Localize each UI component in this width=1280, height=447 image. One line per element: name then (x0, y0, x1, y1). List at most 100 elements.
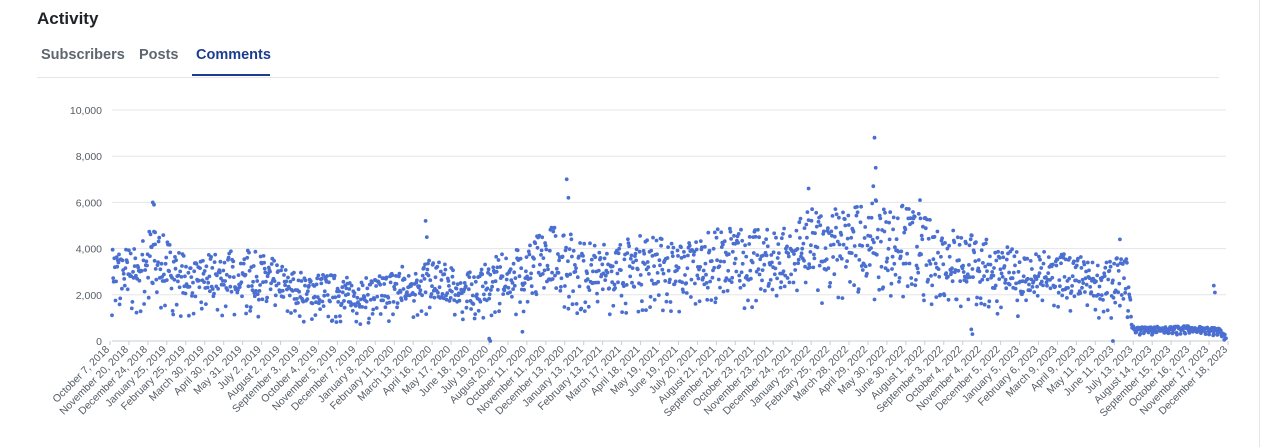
data-point (464, 305, 469, 310)
data-point (785, 244, 789, 249)
data-point (215, 307, 220, 312)
data-point (281, 295, 286, 299)
tab-bar: Subscribers Posts Comments (37, 44, 1219, 78)
data-point (804, 222, 809, 227)
data-point (961, 263, 965, 268)
data-point (640, 299, 644, 304)
data-point (1108, 259, 1112, 264)
data-point (832, 272, 837, 277)
data-point (244, 311, 249, 316)
data-point (1074, 263, 1079, 268)
data-point (1084, 269, 1088, 274)
data-point (744, 274, 749, 278)
data-point (1078, 255, 1083, 259)
data-point (1034, 252, 1038, 257)
data-point (314, 282, 319, 287)
data-point (128, 251, 133, 256)
data-point (915, 266, 920, 271)
data-point (1106, 277, 1111, 282)
data-point (670, 254, 675, 258)
data-point (595, 299, 600, 304)
data-point (315, 295, 320, 299)
data-point (307, 283, 311, 288)
data-point (634, 247, 639, 252)
data-point (732, 233, 736, 238)
data-point (387, 319, 391, 323)
data-point (794, 228, 799, 233)
data-point (746, 298, 750, 303)
data-point (641, 248, 646, 253)
data-point (284, 279, 289, 284)
data-point (806, 186, 811, 191)
data-point (814, 210, 819, 215)
data-point (866, 215, 871, 220)
data-point (1154, 330, 1159, 335)
data-point (405, 290, 409, 295)
data-point (595, 291, 599, 296)
data-point (377, 274, 382, 279)
data-point (552, 225, 557, 230)
data-point (538, 262, 542, 267)
data-point (1119, 257, 1123, 261)
data-point (490, 284, 494, 289)
data-point (719, 230, 724, 235)
data-point (158, 267, 163, 272)
data-point (466, 287, 471, 292)
data-point (1087, 276, 1092, 281)
data-point (736, 232, 741, 236)
data-point (928, 218, 932, 222)
data-point (443, 267, 448, 272)
data-point (1079, 266, 1084, 270)
tab-subscribers[interactable]: Subscribers (41, 47, 125, 63)
data-point (614, 260, 619, 265)
data-point (229, 249, 233, 254)
data-point (442, 272, 447, 277)
data-point (1116, 269, 1121, 273)
data-point (451, 281, 456, 286)
data-point (472, 316, 477, 321)
data-point (733, 256, 738, 261)
data-point (1096, 292, 1101, 297)
tab-comments[interactable]: Comments (196, 47, 271, 63)
data-point (902, 230, 907, 235)
data-point (375, 294, 380, 299)
data-point (650, 254, 655, 258)
data-point (772, 231, 777, 236)
data-point (473, 312, 478, 316)
data-point (156, 260, 161, 265)
data-point (1055, 257, 1060, 262)
data-point (197, 278, 201, 283)
data-point (218, 259, 223, 264)
data-point (561, 233, 566, 238)
data-point (616, 251, 621, 256)
data-point (654, 238, 659, 243)
data-point (995, 311, 1000, 316)
data-point (118, 296, 123, 301)
data-point (148, 232, 153, 237)
data-point (874, 252, 879, 257)
data-point (382, 294, 387, 298)
data-point (932, 234, 937, 239)
data-point (248, 309, 253, 313)
data-point (642, 251, 647, 256)
data-point (384, 275, 389, 280)
data-point (1127, 292, 1132, 297)
data-point (251, 264, 256, 268)
data-point (437, 260, 441, 265)
data-point (573, 269, 578, 274)
data-point (697, 299, 702, 304)
data-point (582, 241, 587, 246)
tab-posts[interactable]: Posts (139, 47, 179, 63)
data-point (148, 254, 152, 258)
data-point (671, 245, 676, 250)
data-point (965, 276, 970, 280)
data-point (273, 293, 278, 298)
data-point (848, 280, 852, 284)
data-point (862, 236, 867, 240)
data-point (634, 258, 638, 263)
data-point (1016, 314, 1020, 319)
data-point (1025, 256, 1030, 261)
data-point (846, 223, 851, 227)
data-point (111, 276, 116, 280)
